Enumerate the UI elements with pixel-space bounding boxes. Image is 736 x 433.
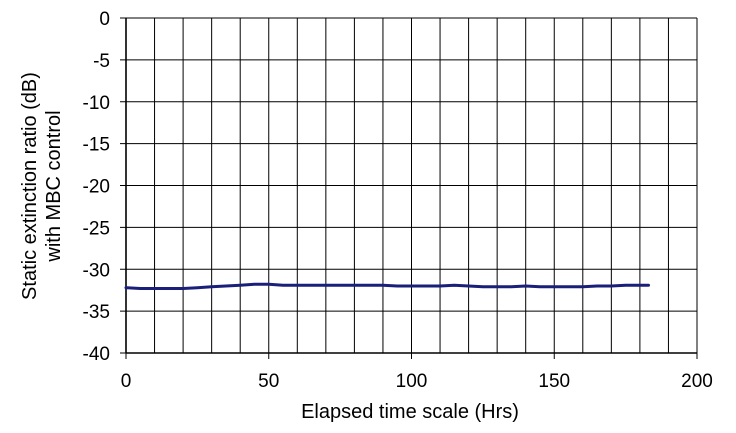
series-line-0 [124,282,650,290]
y-tick-label: -15 [83,135,110,156]
x-axis-title: Elapsed time scale (Hrs) [301,401,519,423]
y-tick-label: -35 [83,302,110,323]
y-tick-label: -20 [83,177,110,198]
y-tick-label: -30 [83,260,110,281]
x-tick-label: 200 [681,371,713,392]
x-tick-label: 150 [538,371,570,392]
axes [120,17,698,359]
x-tick-label: 50 [258,371,279,392]
y-tick-label: -40 [83,344,110,365]
y-axis-title-group: Static extinction ratio (dB) with MBC co… [19,72,65,300]
y-tick-label: -10 [83,93,110,114]
series-layer [124,282,650,290]
y-tick-label: 0 [99,9,110,30]
x-tick-label: 0 [121,371,132,392]
y-axis-title-line-2: with MBC control [43,110,65,262]
x-tick-label: 100 [396,371,428,392]
y-tick-labels: 0 -5 -10 -15 -20 -25 -30 -35 -40 [83,9,110,365]
y-tick-label: -25 [83,218,110,239]
grid [125,17,698,354]
y-axis-title-line-1: Static extinction ratio (dB) [19,72,41,300]
y-tick-label: -5 [93,51,110,72]
x-tick-labels: 0 50 100 150 200 [121,371,713,392]
